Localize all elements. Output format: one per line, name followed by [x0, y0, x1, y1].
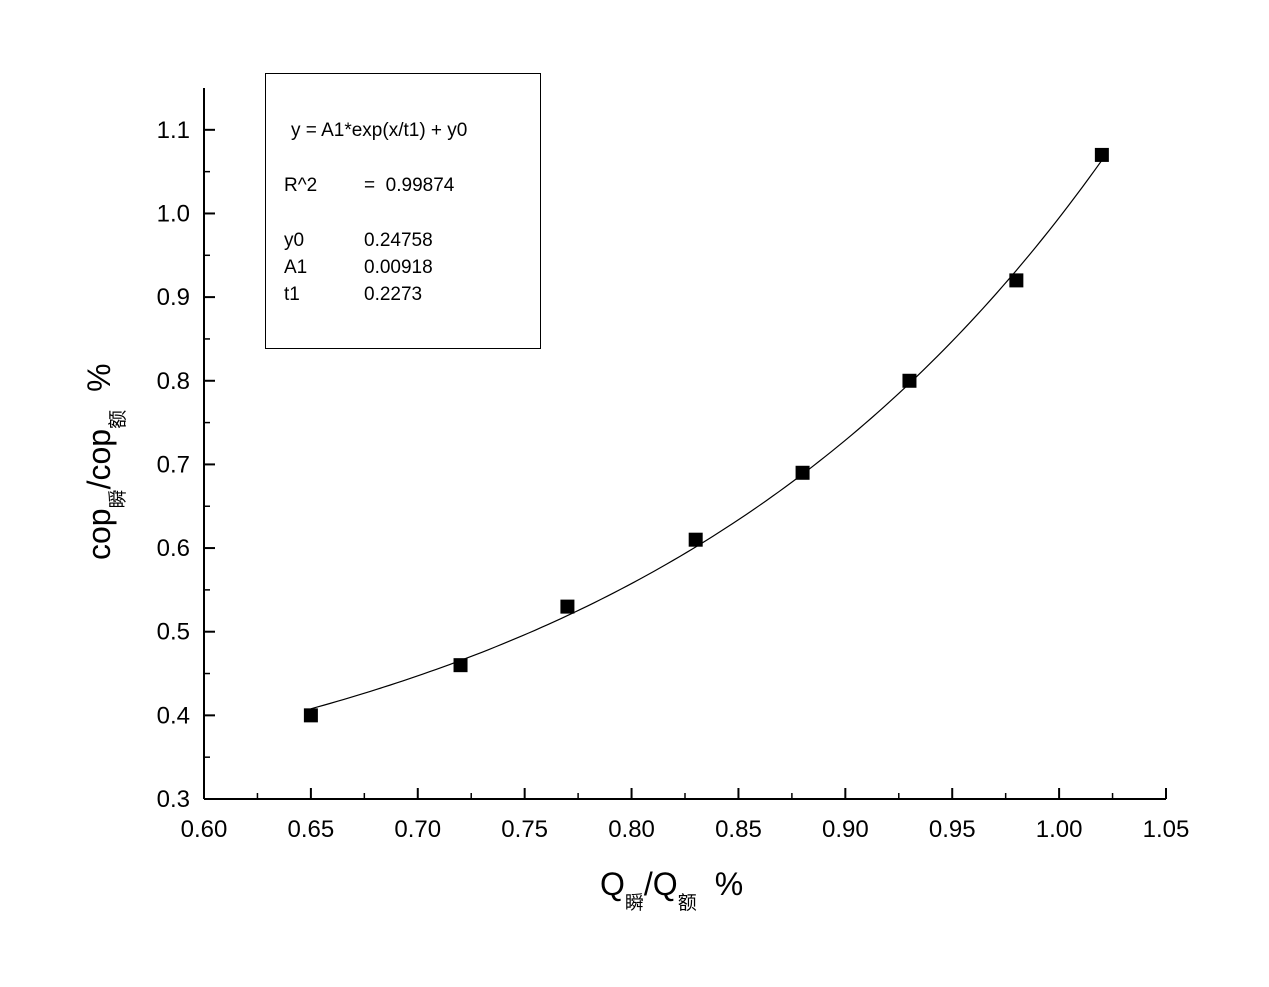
data-point-2	[560, 599, 575, 614]
y-tick-label-6: 0.9	[157, 284, 190, 311]
param-value-t1: 0.2273	[364, 284, 423, 305]
y-tick-label-7: 1.0	[157, 200, 190, 227]
x-tick-label-9: 1.05	[1143, 816, 1190, 843]
x-tick-label-1: 0.65	[288, 816, 335, 843]
data-points	[303, 147, 1109, 723]
y-axis-label: cop瞬/cop额%	[81, 363, 129, 560]
fit-equation: y = A1*exp(x/t1) + y0	[291, 120, 468, 141]
y-tick-label-2: 0.5	[157, 619, 190, 646]
x-tick-label-7: 0.95	[929, 816, 976, 843]
x-axis-label: Q瞬/Q额%	[600, 866, 743, 914]
param-value-y0: 0.24758	[364, 230, 433, 251]
fit-curve-path	[310, 159, 1103, 710]
y-tick-label-5: 0.8	[157, 368, 190, 395]
x-tick-label-4: 0.80	[608, 816, 655, 843]
x-tick-label-0: 0.60	[181, 816, 228, 843]
data-point-1	[453, 658, 468, 673]
param-name-a1: A1	[284, 257, 308, 278]
param-name-t1: t1	[284, 284, 300, 305]
y-tick-label-8: 1.1	[157, 117, 190, 144]
data-point-3	[688, 532, 703, 547]
data-point-0	[303, 708, 318, 723]
x-tick-label-2: 0.70	[394, 816, 441, 843]
fit-curve	[310, 159, 1103, 710]
y-tick-label-1: 0.4	[157, 702, 190, 729]
y-tick-label-4: 0.7	[157, 451, 190, 478]
data-point-6	[1009, 273, 1024, 288]
fit-results-box: y = A1*exp(x/t1) + y0 R^2 = 0.99874 y0 0…	[265, 73, 541, 349]
x-tick-label-5: 0.85	[715, 816, 762, 843]
data-point-5	[902, 373, 917, 388]
x-tick-label-6: 0.90	[822, 816, 869, 843]
y-tick-label-3: 0.6	[157, 535, 190, 562]
data-point-4	[795, 465, 810, 480]
r2-label: R^2	[284, 175, 318, 196]
r2-value: = 0.99874	[364, 175, 455, 196]
axes: 0.60 0.65 0.70 0.75 0.80 0.85 0.90 0.95 1.00 1.05…	[157, 88, 1190, 843]
x-tick-label-8: 1.00	[1036, 816, 1083, 843]
param-name-y0: y0	[284, 230, 305, 251]
data-point-7	[1094, 147, 1109, 162]
x-tick-label-3: 0.75	[501, 816, 548, 843]
param-value-a1: 0.00918	[364, 257, 433, 278]
y-tick-label-0: 0.3	[157, 786, 190, 813]
